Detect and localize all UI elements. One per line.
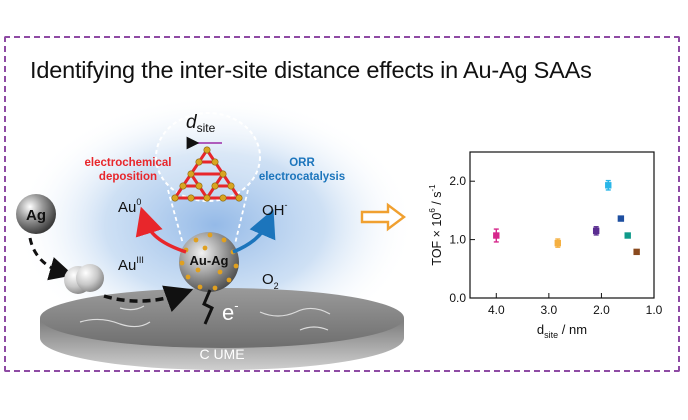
deposition-arrow (135, 206, 187, 254)
orr-arrow (232, 209, 276, 254)
data-point (554, 239, 561, 247)
plot-frame (469, 151, 655, 299)
au-ag-particle (179, 232, 239, 325)
zoom-bubble (155, 112, 261, 245)
d-site-label: dsite (186, 112, 216, 135)
ag-ball (16, 194, 56, 234)
data-point (493, 232, 500, 239)
o2-label: O2 (262, 271, 279, 291)
data-point (633, 248, 640, 256)
data-point (605, 182, 612, 189)
chart-points (493, 179, 640, 256)
y-tick-label: 1.0 (449, 233, 466, 247)
y-tick-label: 2.0 (449, 174, 466, 188)
ag-label: Ag (26, 207, 46, 224)
ag-dashed-arrow (28, 237, 74, 281)
transfer-arrow (360, 202, 406, 232)
data-point (624, 232, 631, 239)
glow-background (15, 95, 415, 355)
electron-label: e- (222, 298, 239, 325)
x-tick-label: 2.0 (593, 303, 610, 317)
x-tick-label: 3.0 (541, 303, 558, 317)
electrode-label: C UME (199, 346, 244, 362)
data-point (617, 215, 625, 222)
data-point (592, 227, 600, 235)
deposition-label-line1: electrochemical (85, 157, 172, 169)
y-tick-label: 0.0 (449, 291, 466, 305)
deposition-dashed-arrow (103, 285, 194, 312)
silver-cluster (64, 264, 104, 294)
oh-label: OH- (262, 200, 288, 219)
orr-label-line2: electrocatalysis (259, 171, 345, 183)
orr-label-line1: ORR (289, 157, 315, 169)
dashed-frame (4, 36, 680, 372)
au3-label: AuIII (118, 255, 144, 274)
y-axis-label: TOF × 106 / s-1 (428, 184, 444, 266)
x-tick-label: 4.0 (488, 303, 505, 317)
x-tick-label: 1.0 (646, 303, 663, 317)
au0-label: Au0 (118, 197, 141, 216)
particle-label: Au-Ag (190, 253, 229, 268)
deposition-label-line2: deposition (99, 171, 157, 183)
figure-title: Identifying the inter-site distance effe… (30, 57, 592, 83)
electrode-disc (40, 288, 404, 370)
chart-axes: 4.0 3.0 2.0 1.0 0.0 1.0 2.0 (449, 151, 663, 317)
x-axis-label: dsite / nm (537, 322, 587, 340)
atom-lattice (171, 146, 243, 202)
